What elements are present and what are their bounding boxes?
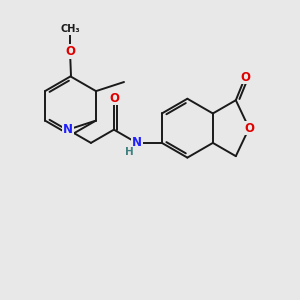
Text: CH₃: CH₃ <box>61 24 80 34</box>
Text: N: N <box>63 123 73 136</box>
Text: O: O <box>109 92 119 105</box>
Text: O: O <box>240 70 250 83</box>
Text: O: O <box>244 122 254 135</box>
Text: H: H <box>125 147 134 157</box>
Text: O: O <box>65 45 76 58</box>
Text: N: N <box>132 136 142 149</box>
